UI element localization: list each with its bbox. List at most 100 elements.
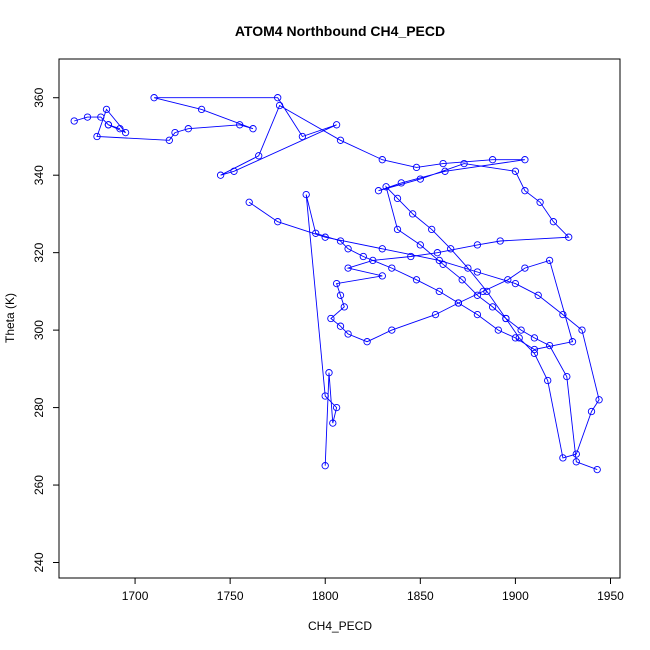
plot-points: [70, 94, 603, 474]
data-point: [439, 159, 447, 168]
data-point: [274, 94, 282, 102]
data-point: [447, 245, 455, 253]
data-point: [433, 249, 442, 257]
data-point: [332, 121, 341, 129]
data-point: [435, 256, 443, 265]
data-point: [593, 465, 601, 474]
data-point: [572, 458, 580, 466]
data-point: [587, 407, 596, 416]
data-point: [565, 233, 573, 241]
data-point: [312, 229, 320, 237]
data-point: [230, 167, 238, 175]
data-point: [327, 314, 335, 323]
data-point: [441, 167, 449, 175]
data-point: [393, 194, 402, 203]
data-point: [93, 132, 101, 141]
data-point: [116, 125, 124, 133]
data-point: [321, 233, 329, 241]
data-point: [473, 241, 482, 249]
y-tick-label: 360: [32, 87, 46, 107]
data-point: [460, 159, 468, 168]
data-point: [435, 287, 443, 296]
data-point: [184, 125, 192, 133]
data-point: [458, 276, 466, 284]
data-point: [431, 310, 440, 319]
data-point: [378, 156, 386, 164]
data-point: [521, 264, 529, 272]
data-point: [216, 171, 225, 179]
data-point: [344, 245, 352, 253]
x-tick-label: 1750: [217, 589, 244, 603]
data-point: [473, 310, 482, 319]
data-point: [165, 136, 173, 144]
y-axis: 240 260 280 300 320 340 360: [32, 87, 60, 573]
series-line-2: [248, 185, 600, 471]
data-point: [70, 117, 78, 125]
data-point: [416, 175, 424, 183]
data-point: [407, 252, 415, 261]
data-point: [302, 190, 310, 199]
data-point: [464, 264, 472, 272]
data-point: [483, 287, 491, 296]
y-tick-label: 240: [32, 552, 46, 572]
data-point: [530, 349, 539, 358]
data-point: [517, 326, 525, 334]
data-point: [439, 260, 447, 268]
data-point: [255, 152, 263, 160]
data-point: [473, 268, 482, 276]
data-point: [511, 167, 520, 175]
data-point: [245, 198, 253, 206]
data-point: [454, 299, 463, 307]
data-point: [171, 128, 179, 137]
data-point: [363, 338, 371, 346]
data-point: [298, 132, 307, 141]
data-point: [274, 218, 282, 226]
y-tick-label: 260: [32, 475, 46, 495]
data-point: [515, 334, 523, 342]
data-point: [369, 256, 377, 265]
data-point: [521, 156, 529, 164]
data-point: [336, 237, 345, 245]
data-point: [325, 369, 333, 377]
data-point: [412, 163, 421, 172]
data-point: [530, 334, 539, 342]
data-point: [378, 272, 386, 280]
data-point: [416, 241, 424, 249]
x-axis-label: CH4_PECD: [308, 619, 372, 633]
data-point: [559, 454, 567, 462]
data-point: [104, 121, 113, 129]
data-point: [336, 136, 345, 144]
x-tick-label: 1800: [312, 589, 339, 603]
data-point: [236, 121, 244, 129]
data-point: [479, 287, 487, 296]
y-tick-label: 340: [32, 165, 46, 185]
data-point: [249, 125, 257, 133]
data-point: [359, 252, 367, 261]
data-point: [473, 291, 482, 299]
y-tick-label: 280: [32, 397, 46, 417]
data-point: [549, 218, 558, 226]
data-point: [534, 291, 542, 299]
data-point: [544, 376, 552, 385]
data-point: [496, 237, 504, 245]
series-line-1: [74, 97, 574, 466]
data-point: [388, 264, 396, 272]
data-point: [336, 291, 345, 299]
data-point: [121, 128, 130, 137]
data-point: [563, 372, 571, 381]
data-point: [494, 326, 502, 334]
data-point: [382, 183, 390, 191]
data-point: [568, 338, 577, 346]
plot-lines: [74, 97, 600, 471]
data-point: [545, 341, 554, 350]
data-point: [595, 396, 603, 404]
data-point: [340, 303, 348, 311]
data-point: [530, 345, 539, 354]
x-tick-label: 1900: [502, 589, 529, 603]
data-point: [97, 113, 105, 121]
data-point: [321, 392, 329, 400]
y-tick-label: 300: [32, 320, 46, 340]
data-point: [536, 198, 544, 206]
data-point: [428, 225, 436, 234]
data-point: [502, 314, 510, 323]
